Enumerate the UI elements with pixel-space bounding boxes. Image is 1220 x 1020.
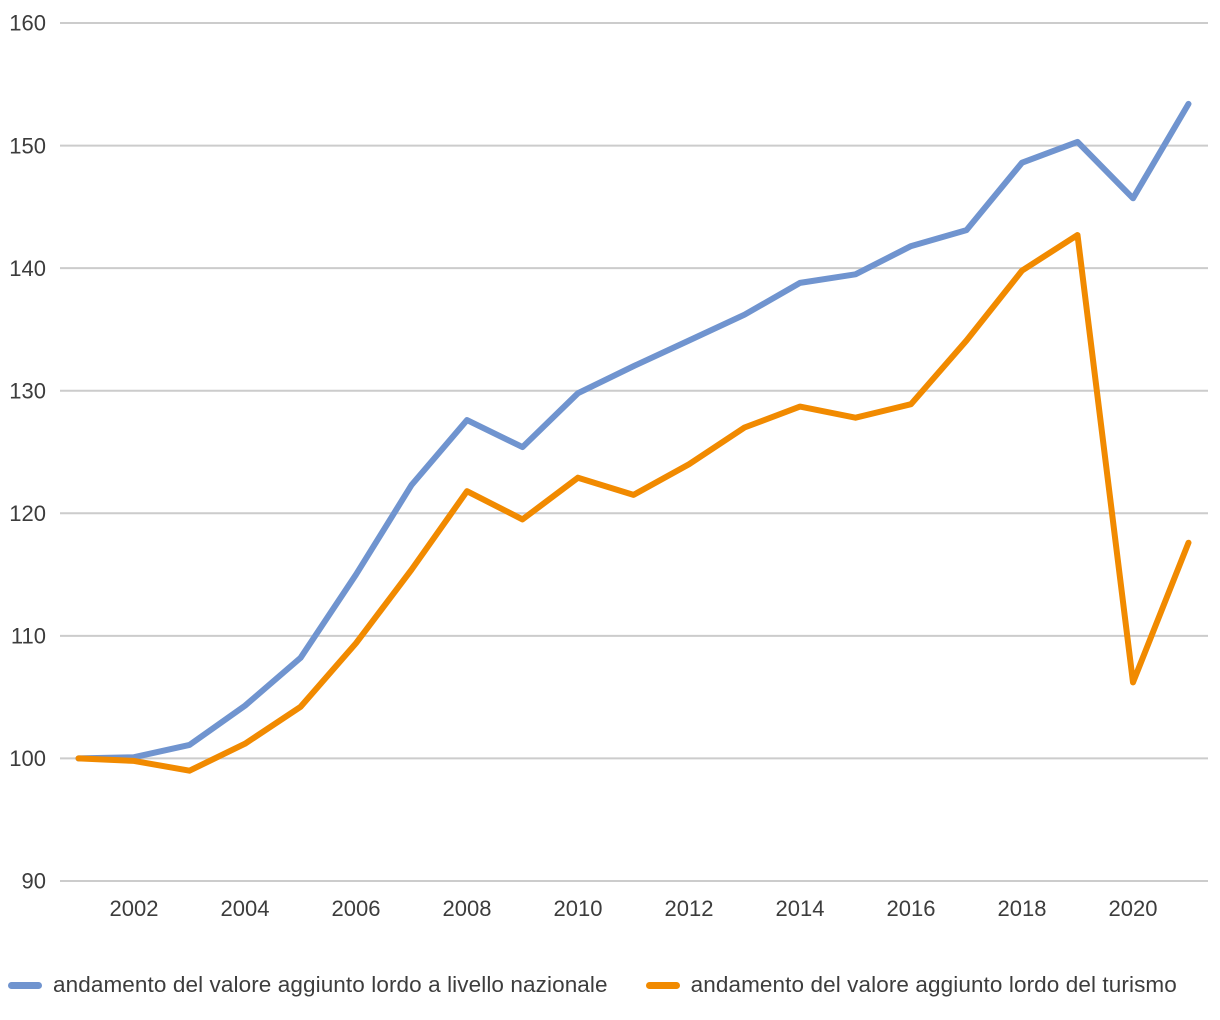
x-axis-tick-label: 2012 (665, 896, 714, 921)
legend-swatch-nazionale-icon (8, 981, 42, 989)
y-axis-tick-label: 150 (9, 133, 46, 158)
y-axis-tick-label: 120 (9, 501, 46, 526)
y-axis-tick-label: 90 (22, 869, 46, 894)
x-axis-tick-label: 2010 (554, 896, 603, 921)
x-axis-tick-label: 2002 (110, 896, 159, 921)
plot-area: 90 100 110 120 130 140 150 160 2002 2004 2006 2008 2… (9, 11, 1208, 921)
legend-label-nazionale: andamento del valore aggiunto lordo a li… (53, 972, 608, 997)
y-axis-tick-label: 100 (9, 746, 46, 771)
y-axis-tick-label: 140 (9, 256, 46, 281)
series-line-turismo (75, 232, 1192, 774)
x-axis-tick-label: 2014 (776, 896, 825, 921)
y-axis-tick-label: 130 (9, 378, 46, 403)
x-axis-tick-label: 2004 (221, 896, 270, 921)
legend-swatch-turismo-icon (645, 981, 680, 989)
x-axis-tick-label: 2018 (998, 896, 1047, 921)
x-axis-tick-label: 2006 (332, 896, 381, 921)
x-axis-tick-label: 2016 (887, 896, 936, 921)
series-line-nazionale (75, 100, 1192, 762)
x-axis-tick-label: 2020 (1109, 896, 1158, 921)
legend-item-turismo: andamento del valore aggiunto lordo del … (645, 972, 1177, 998)
legend-label-turismo: andamento del valore aggiunto lordo del … (690, 972, 1177, 997)
x-axis-tick-label: 2008 (443, 896, 492, 921)
legend-item-nazionale: andamento del valore aggiunto lordo a li… (8, 972, 608, 998)
y-axis-tick-label: 110 (11, 624, 46, 649)
y-axis-tick-label: 160 (9, 11, 46, 36)
legend: andamento del valore aggiunto lordo a li… (8, 972, 1212, 998)
